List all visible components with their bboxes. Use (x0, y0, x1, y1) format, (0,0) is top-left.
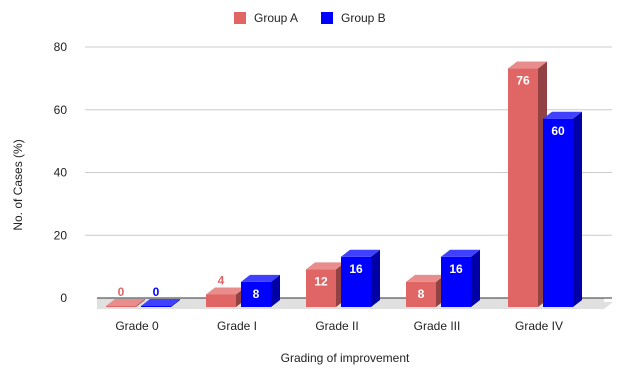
bar-front-group-a-grade-ii (306, 269, 336, 307)
bar-top-group-b-grade-iii (441, 249, 480, 257)
bar-side-group-a-grade-0 (136, 299, 145, 307)
bar-front-group-b-grade-i (241, 281, 271, 307)
bar-front-group-b-grade-0 (141, 306, 171, 307)
bar-group-a-grade-ii: 12 (306, 262, 345, 307)
bar-front-group-a-grade-iv (508, 68, 538, 307)
y-tick-label-0: 0 (60, 291, 67, 305)
bar-group-b-grade-iii: 16 (441, 249, 480, 307)
data-label-group-a-grade-iv: 76 (516, 74, 530, 88)
bar-top-group-b-grade-i (241, 274, 280, 282)
bar-group-a-grade-0: 0 (106, 285, 145, 307)
x-axis-title: Grading of improvement (281, 351, 410, 365)
legend-swatch-group-a (234, 12, 246, 24)
bar-top-group-b-grade-iv (543, 111, 582, 119)
y-axis-title: No. of Cases (%) (11, 139, 25, 230)
bar-side-group-b-grade-0 (171, 299, 180, 307)
legend-label-group-b: Group B (341, 11, 386, 25)
x-tick-label-grade-i: Grade I (217, 319, 257, 333)
bar-front-group-b-grade-iv (543, 118, 573, 307)
data-label-group-a-grade-0: 0 (118, 285, 125, 299)
legend-swatch-group-b (321, 12, 333, 24)
bar-front-group-a-grade-iii (406, 281, 436, 307)
legend: Group A Group B (234, 11, 386, 25)
bar-group-a-grade-iv: 76 (508, 61, 547, 307)
data-label-group-b-grade-0: 0 (153, 285, 160, 299)
bar-group-a-grade-i: 4 (206, 273, 245, 307)
data-label-group-a-grade-iii: 8 (418, 287, 425, 301)
data-label-group-b-grade-iv: 60 (551, 124, 565, 138)
bar-top-group-a-grade-i (206, 287, 245, 295)
y-axis-ticks: 0 20 40 60 80 (54, 40, 68, 305)
y-tick-label-80: 80 (54, 40, 68, 54)
bar-top-group-a-grade-ii (306, 262, 345, 270)
y-tick-label-40: 40 (54, 166, 68, 180)
bar-top-group-a-grade-iii (406, 274, 445, 282)
x-tick-label-grade-ii: Grade II (315, 319, 358, 333)
bar-side-group-b-grade-iii (471, 249, 480, 307)
bar-group-b-grade-i: 8 (241, 274, 280, 307)
x-tick-label-grade-0: Grade 0 (115, 319, 159, 333)
x-tick-label-grade-iii: Grade III (414, 319, 461, 333)
bar-top-group-a-grade-0 (106, 299, 145, 306)
bar-front-group-a-grade-i (206, 294, 236, 307)
bar-front-group-b-grade-iii (441, 256, 471, 307)
legend-label-group-a: Group A (254, 11, 298, 25)
bar-group-b-grade-0: 0 (141, 285, 180, 307)
bar-top-group-b-grade-ii (341, 249, 380, 257)
y-tick-label-60: 60 (54, 103, 68, 117)
bar-side-group-b-grade-ii (371, 249, 380, 307)
data-label-group-b-grade-i: 8 (253, 287, 260, 301)
bars: 0 0 4 8 12 16 8 16 76 60 (106, 61, 582, 307)
bar-side-group-b-grade-i (271, 274, 280, 307)
bar-top-group-a-grade-iv (508, 61, 547, 69)
bar-front-group-b-grade-ii (341, 256, 371, 307)
bar-top-group-b-grade-0 (141, 299, 180, 306)
bar-side-group-b-grade-iv (573, 111, 582, 307)
data-label-group-b-grade-iii: 16 (449, 262, 463, 276)
x-axis-ticks: Grade 0 Grade I Grade II Grade III Grade IV (115, 319, 563, 333)
bar-group-a-grade-iii: 8 (406, 274, 445, 307)
bar-front-group-a-grade-0 (106, 306, 136, 307)
data-label-group-a-grade-i: 4 (218, 273, 225, 287)
x-tick-label-grade-iv: Grade IV (515, 319, 563, 333)
bar-group-b-grade-iv: 60 (543, 111, 582, 307)
bar-group-b-grade-ii: 16 (341, 249, 380, 307)
data-label-group-a-grade-ii: 12 (314, 274, 328, 288)
data-label-group-b-grade-ii: 16 (349, 262, 363, 276)
y-tick-label-20: 20 (54, 228, 68, 242)
